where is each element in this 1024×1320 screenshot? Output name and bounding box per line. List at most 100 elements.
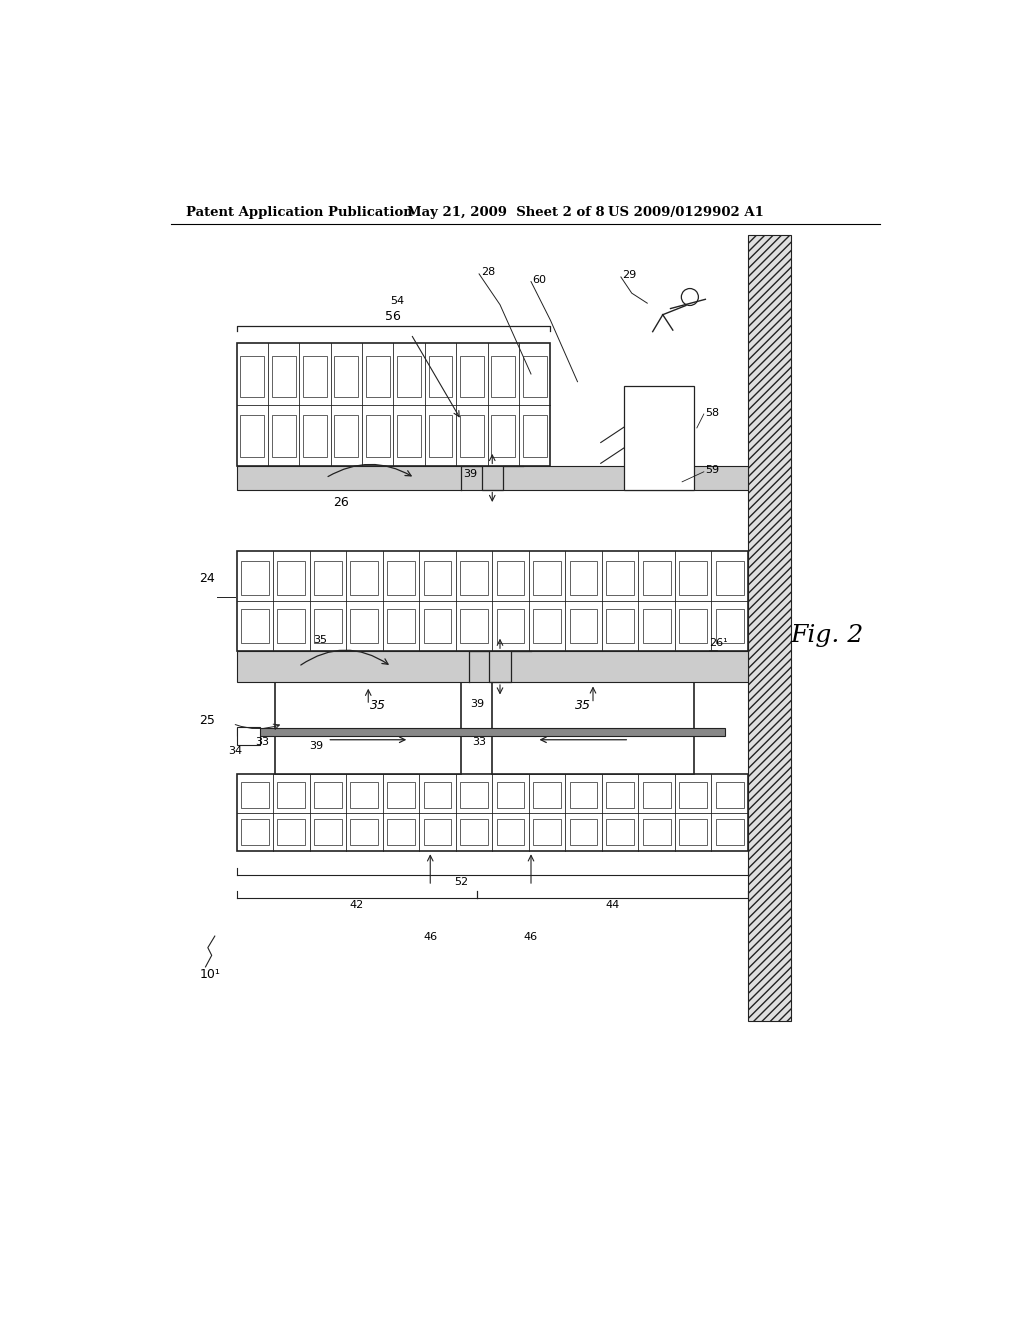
Bar xyxy=(460,818,487,845)
Bar xyxy=(460,609,487,643)
Text: 35: 35 xyxy=(574,698,591,711)
Bar xyxy=(350,781,378,808)
Bar xyxy=(534,781,561,808)
Bar xyxy=(278,818,305,845)
Bar xyxy=(387,609,415,643)
Bar xyxy=(275,682,461,775)
Bar xyxy=(241,781,268,808)
Bar xyxy=(460,414,483,457)
Bar xyxy=(237,552,748,651)
Bar xyxy=(523,414,547,457)
Text: 42: 42 xyxy=(349,900,364,909)
Bar xyxy=(569,609,597,643)
Bar xyxy=(643,781,671,808)
Bar xyxy=(335,355,358,397)
Bar xyxy=(278,609,305,643)
Bar xyxy=(241,609,268,643)
Bar xyxy=(429,414,453,457)
Bar xyxy=(350,818,378,845)
Bar xyxy=(424,561,452,595)
Bar xyxy=(387,561,415,595)
Bar xyxy=(679,561,708,595)
Bar xyxy=(366,355,390,397)
Bar xyxy=(366,414,390,457)
Text: 60: 60 xyxy=(532,275,547,285)
Bar xyxy=(492,414,515,457)
Bar xyxy=(237,343,550,466)
Bar xyxy=(716,781,743,808)
Bar xyxy=(424,609,452,643)
Bar xyxy=(241,355,264,397)
Text: 44: 44 xyxy=(605,900,620,909)
Bar xyxy=(716,609,743,643)
Bar xyxy=(303,355,327,397)
Text: 46: 46 xyxy=(524,932,538,942)
Bar xyxy=(679,781,708,808)
Text: 58: 58 xyxy=(706,408,720,417)
Text: 35: 35 xyxy=(370,698,386,711)
Text: Patent Application Publication: Patent Application Publication xyxy=(186,206,413,219)
Bar xyxy=(397,355,421,397)
Text: 39: 39 xyxy=(463,469,477,479)
Bar xyxy=(569,818,597,845)
Bar xyxy=(569,561,597,595)
Bar xyxy=(460,781,487,808)
Bar xyxy=(497,609,524,643)
Bar xyxy=(387,818,415,845)
Bar xyxy=(534,818,561,845)
Bar xyxy=(237,466,748,490)
Bar xyxy=(523,355,547,397)
Text: 24: 24 xyxy=(199,572,215,585)
Text: 25: 25 xyxy=(199,714,215,727)
Bar xyxy=(350,609,378,643)
Bar xyxy=(237,726,260,744)
Bar xyxy=(314,818,342,845)
Text: US 2009/0129902 A1: US 2009/0129902 A1 xyxy=(608,206,764,219)
Bar xyxy=(534,609,561,643)
Bar xyxy=(716,818,743,845)
Bar xyxy=(606,561,634,595)
Bar xyxy=(679,818,708,845)
Text: 33: 33 xyxy=(472,737,486,747)
Bar xyxy=(643,561,671,595)
Bar xyxy=(624,385,693,490)
Bar xyxy=(497,561,524,595)
Bar xyxy=(241,818,268,845)
Bar xyxy=(237,729,725,737)
Bar xyxy=(493,682,693,775)
Bar xyxy=(387,781,415,808)
Bar xyxy=(497,781,524,808)
Bar xyxy=(429,355,453,397)
Text: 34: 34 xyxy=(228,746,243,756)
Bar xyxy=(716,561,743,595)
Bar xyxy=(606,781,634,808)
Bar xyxy=(241,561,268,595)
Bar xyxy=(314,781,342,808)
Text: 39: 39 xyxy=(471,700,484,709)
Text: 33: 33 xyxy=(255,737,269,747)
Text: 35: 35 xyxy=(313,635,328,645)
Bar xyxy=(237,775,748,851)
Bar xyxy=(569,781,597,808)
Text: 56: 56 xyxy=(385,310,401,323)
Bar xyxy=(241,414,264,457)
Bar xyxy=(278,561,305,595)
Bar xyxy=(460,355,483,397)
Bar xyxy=(303,414,327,457)
Bar xyxy=(460,561,487,595)
Text: 26¹: 26¹ xyxy=(710,638,728,648)
Text: 39: 39 xyxy=(308,742,323,751)
Bar xyxy=(606,609,634,643)
Text: 26: 26 xyxy=(334,496,349,508)
Text: 10¹: 10¹ xyxy=(200,968,220,981)
Bar xyxy=(278,781,305,808)
Bar xyxy=(350,561,378,595)
Bar xyxy=(424,818,452,845)
Bar xyxy=(643,818,671,845)
Bar xyxy=(397,414,421,457)
Text: Fig. 2: Fig. 2 xyxy=(791,624,864,647)
Bar xyxy=(497,818,524,845)
Bar xyxy=(335,414,358,457)
Bar xyxy=(271,355,296,397)
Bar xyxy=(679,609,708,643)
